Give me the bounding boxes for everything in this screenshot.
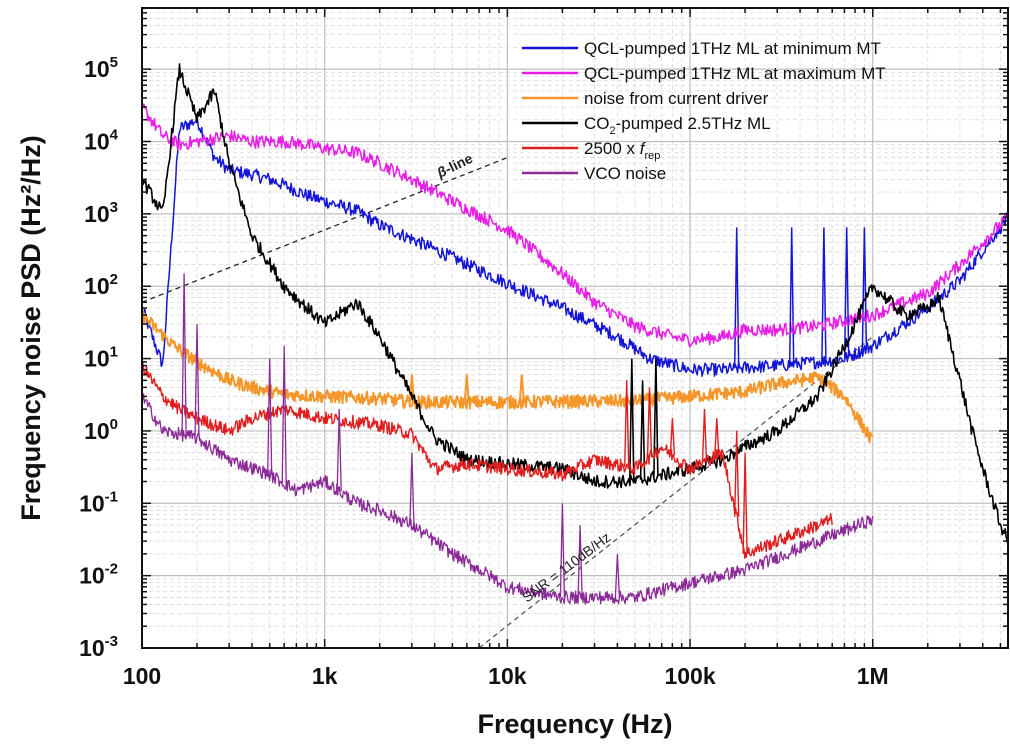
series-line-current-driver-noise [142,309,874,443]
spike-vco-noise [194,324,200,438]
series-line-vco-noise [142,393,874,605]
spike-current-driver-noise [518,374,525,403]
series-line-co2-pumped [142,63,1008,546]
spike-vco-noise [559,503,566,598]
spike-qcl-min-mt [821,227,827,362]
spike-vco-noise [336,409,342,492]
x-tick-label: 1k [312,663,338,689]
spike-qcl-min-mt [861,227,868,350]
spike-frep-2500 [624,380,630,467]
y-tick-label: 101 [84,344,118,372]
spike-vco-noise [181,273,187,436]
legend-label: noise from current driver [584,89,769,108]
spike-vco-noise [577,525,583,598]
series-group [142,63,1008,605]
y-tick-label: 104 [84,127,119,155]
spike-vco-noise [409,452,415,526]
y-tick-label: 10-3 [79,633,118,661]
spike-co2-pumped [639,380,646,480]
x-axis-label: Frequency (Hz) [477,709,672,739]
beta-line [142,156,508,303]
y-tick-label: 100 [84,416,118,444]
series-line-qcl-max-mt [142,100,1008,348]
y-tick-label: 103 [84,199,118,227]
spike-frep-2500 [669,418,676,456]
series-line-frep-2500 [142,360,833,559]
x-tick-label: 100 [123,663,161,689]
plot-frame [141,7,1009,649]
spike-frep-2500 [646,387,653,458]
legend-label: QCL-pumped 1THz ML at minimum MT [584,39,881,58]
spike-qcl-min-mt [788,227,795,365]
spike-frep-2500 [734,430,740,517]
spike-vco-noise [281,345,287,484]
spike-frep-2500 [701,409,708,462]
spike-vco-noise [614,553,621,598]
legend-label: VCO noise [584,164,666,183]
spike-frep-2500 [742,452,748,554]
spike-co2-pumped [653,358,659,477]
spike-frep-2500 [714,418,720,456]
y-tick-label: 10-1 [79,488,118,516]
spike-vco-noise [267,358,273,475]
spike-current-driver-noise [463,374,470,403]
series-line-qcl-min-mt [142,113,1008,377]
legend-label: CO2-pumped 2.5THz ML [584,114,771,137]
y-tick-label: 105 [84,54,118,82]
tick-marks [141,7,1008,649]
x-tick-labels: 100 1k 10k 100k 1M [123,663,889,689]
y-tick-label: 10-2 [79,561,118,589]
spike-co2-pumped [629,358,635,482]
y-axis-label: Frequency noise PSD (Hz²/Hz) [16,135,46,521]
y-tick-labels: 10-3 10-2 10-1 100 101 102 103 104 105 [79,54,119,661]
x-tick-label: 10k [488,663,527,689]
legend-label: 2500 x frep [584,139,660,162]
y-tick-label: 102 [84,271,118,299]
x-tick-label: 1M [857,663,889,689]
spike-qcl-min-mt [843,227,850,358]
spike-qcl-min-mt [733,227,740,369]
legend: QCL-pumped 1THz ML at minimum MT QCL-pump… [522,39,886,183]
x-tick-label: 100k [664,663,715,689]
legend-label: QCL-pumped 1THz ML at maximum MT [584,64,886,83]
